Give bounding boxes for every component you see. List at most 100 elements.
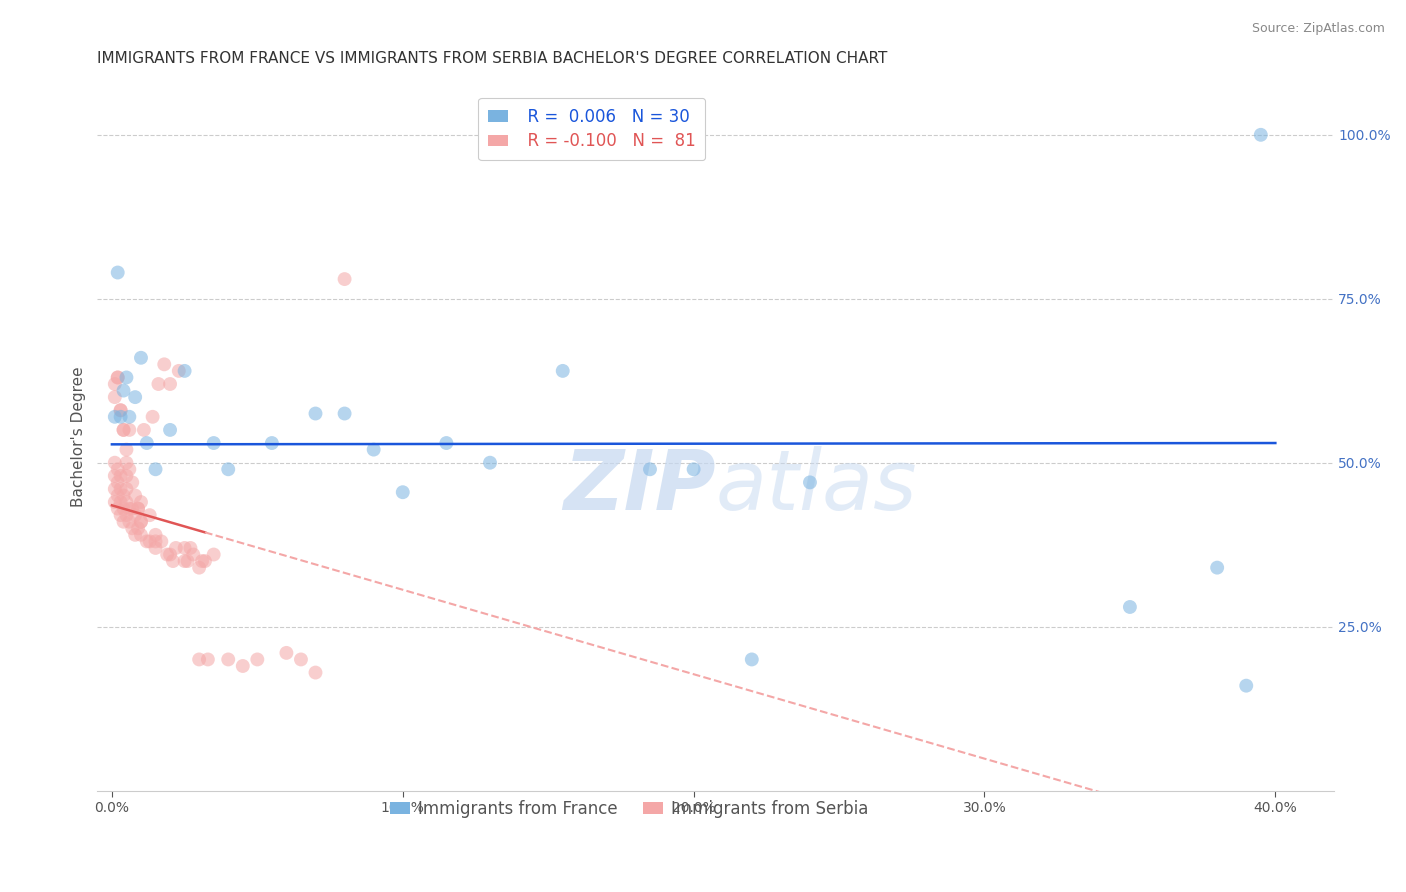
Point	[118, 462, 141, 476]
Point	[183, 548, 205, 562]
Point	[129, 495, 152, 509]
Point	[104, 495, 127, 509]
Point	[124, 508, 146, 523]
Point	[129, 515, 152, 529]
Point	[145, 462, 167, 476]
Point	[110, 482, 132, 496]
Point	[115, 495, 138, 509]
Point	[232, 659, 254, 673]
Point	[112, 501, 135, 516]
Point	[135, 534, 157, 549]
Text: atlas: atlas	[716, 445, 917, 526]
Point	[165, 541, 187, 555]
Point	[127, 501, 149, 516]
Point	[107, 501, 129, 516]
Point	[304, 665, 326, 680]
Point	[1234, 679, 1257, 693]
Point	[145, 541, 167, 555]
Point	[159, 377, 181, 392]
Point	[197, 652, 219, 666]
Point	[112, 423, 135, 437]
Point	[682, 462, 704, 476]
Point	[104, 468, 127, 483]
Point	[121, 475, 143, 490]
Point	[121, 501, 143, 516]
Point	[638, 462, 661, 476]
Point	[333, 272, 356, 286]
Point	[194, 554, 217, 568]
Point	[115, 370, 138, 384]
Point	[121, 521, 143, 535]
Point	[110, 409, 132, 424]
Point	[135, 436, 157, 450]
Point	[799, 475, 821, 490]
Point	[173, 364, 195, 378]
Legend: Immigrants from France, Immigrants from Serbia: Immigrants from France, Immigrants from …	[382, 793, 875, 825]
Point	[260, 436, 283, 450]
Point	[127, 501, 149, 516]
Point	[159, 548, 181, 562]
Point	[104, 377, 127, 392]
Point	[115, 456, 138, 470]
Point	[148, 377, 170, 392]
Point	[176, 554, 198, 568]
Point	[115, 508, 138, 523]
Point	[138, 534, 160, 549]
Point	[107, 370, 129, 384]
Point	[118, 409, 141, 424]
Point	[173, 554, 195, 568]
Point	[115, 468, 138, 483]
Point	[110, 403, 132, 417]
Point	[115, 442, 138, 457]
Point	[145, 528, 167, 542]
Point	[246, 652, 269, 666]
Text: Source: ZipAtlas.com: Source: ZipAtlas.com	[1251, 22, 1385, 36]
Point	[391, 485, 413, 500]
Point	[104, 456, 127, 470]
Point	[153, 357, 176, 371]
Point	[217, 652, 239, 666]
Point	[159, 423, 181, 437]
Text: IMMIGRANTS FROM FRANCE VS IMMIGRANTS FROM SERBIA BACHELOR'S DEGREE CORRELATION C: IMMIGRANTS FROM FRANCE VS IMMIGRANTS FRO…	[97, 51, 887, 66]
Point	[104, 409, 127, 424]
Point	[107, 462, 129, 476]
Point	[124, 488, 146, 502]
Point	[333, 407, 356, 421]
Point	[107, 488, 129, 502]
Point	[156, 548, 179, 562]
Point	[127, 521, 149, 535]
Point	[363, 442, 385, 457]
Point	[118, 515, 141, 529]
Point	[290, 652, 312, 666]
Point	[1206, 560, 1229, 574]
Point	[112, 488, 135, 502]
Point	[112, 423, 135, 437]
Point	[202, 548, 225, 562]
Point	[112, 515, 135, 529]
Point	[104, 482, 127, 496]
Point	[124, 528, 146, 542]
Point	[132, 423, 155, 437]
Point	[110, 508, 132, 523]
Point	[173, 541, 195, 555]
Point	[162, 554, 184, 568]
Point	[107, 266, 129, 280]
Point	[145, 534, 167, 549]
Point	[150, 534, 173, 549]
Point	[129, 351, 152, 365]
Point	[179, 541, 201, 555]
Point	[118, 423, 141, 437]
Text: ZIP: ZIP	[562, 445, 716, 526]
Point	[104, 390, 127, 404]
Point	[138, 508, 160, 523]
Point	[202, 436, 225, 450]
Point	[124, 390, 146, 404]
Point	[107, 370, 129, 384]
Y-axis label: Bachelor's Degree: Bachelor's Degree	[72, 366, 86, 507]
Point	[741, 652, 763, 666]
Point	[191, 554, 214, 568]
Point	[217, 462, 239, 476]
Point	[1250, 128, 1272, 142]
Point	[110, 468, 132, 483]
Point	[304, 407, 326, 421]
